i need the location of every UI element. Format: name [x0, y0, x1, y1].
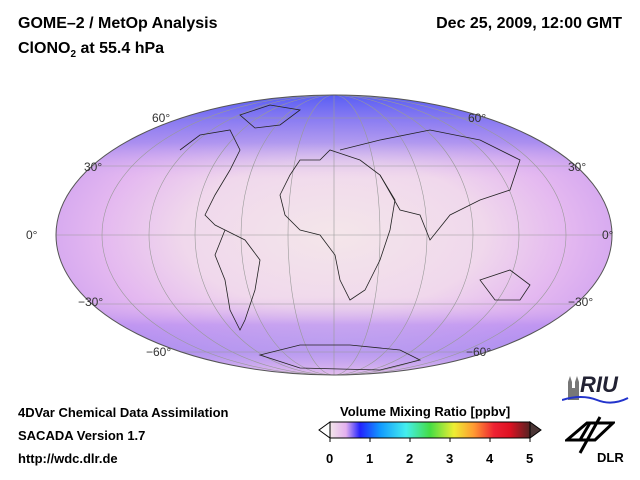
lat-label-60-left: 60° [152, 111, 171, 125]
lat-label-0-left: 0° [26, 228, 38, 242]
colorbar-title: Volume Mixing Ratio [ppbv] [340, 404, 511, 419]
footer-line-1: 4DVar Chemical Data Assimilation [18, 405, 229, 420]
datetime: Dec 25, 2009, 12:00 GMT [436, 15, 622, 32]
species-label: ClONO2 at 55.4 hPa [18, 40, 164, 60]
colorbar-tick-2: 2 [406, 451, 414, 466]
lat-label-m60-left: −60° [146, 345, 172, 359]
colorbar-tick-5: 5 [526, 451, 534, 466]
colorbar-tick-3: 3 [446, 451, 454, 466]
lat-label-30-right: 30° [568, 160, 587, 174]
graticule [56, 95, 612, 375]
lat-label-0-right: 0° [602, 228, 614, 242]
lat-label-60-right: 60° [468, 111, 487, 125]
coastlines [179, 104, 531, 371]
colorbar-tick-0: 0 [326, 451, 334, 466]
colorbar-tick-1: 1 [366, 451, 374, 466]
colorbar-high-arrow [529, 421, 542, 439]
lat-label-m30-left: −30° [78, 295, 104, 309]
riu-cathedral-icon [562, 376, 629, 404]
riu-text: RIU [580, 372, 618, 397]
colorbar-ticks [329, 438, 531, 442]
colorbar [318, 421, 542, 442]
colorbar-low-arrow [318, 421, 331, 439]
species-prefix: ClONO [18, 40, 71, 57]
lat-label-30-left: 30° [84, 160, 103, 174]
map-outline [55, 94, 613, 376]
dlr-text: DLR [597, 450, 624, 465]
footer-line-2: SACADA Version 1.7 [18, 428, 146, 443]
riu-logo: RIU [562, 372, 632, 404]
colorbar-tick-4: 4 [486, 451, 494, 466]
footer-link[interactable]: http://wdc.dlr.de [18, 451, 118, 466]
colorbar-gradient [329, 421, 531, 439]
species-subscript: 2 [70, 49, 77, 61]
dlr-logo-icon [565, 416, 615, 454]
species-suffix: at 55.4 hPa [76, 40, 165, 57]
title: GOME–2 / MetOp Analysis [18, 15, 218, 32]
lat-label-m60-right: −60° [466, 345, 492, 359]
lat-label-m30-right: −30° [568, 295, 594, 309]
